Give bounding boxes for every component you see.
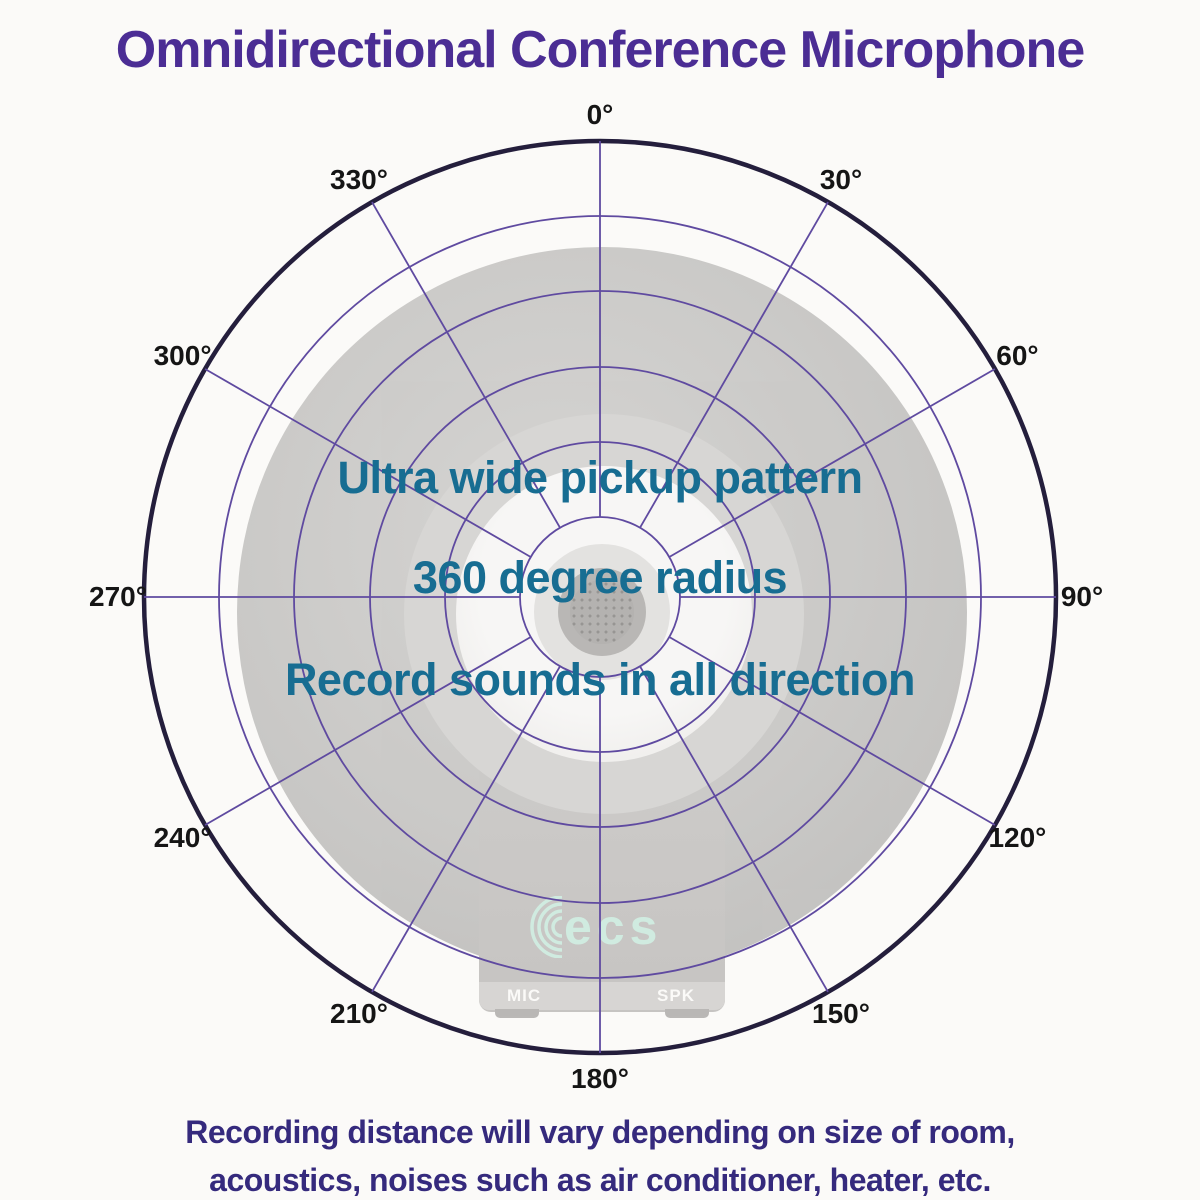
degree-label-270: 270° bbox=[89, 581, 147, 612]
degree-label-210: 210° bbox=[330, 998, 388, 1030]
grid-radial-line bbox=[639, 201, 829, 529]
grid-radial-line bbox=[639, 665, 829, 993]
ecs-logo: ecs bbox=[518, 896, 662, 958]
grid-radial-line bbox=[668, 636, 996, 826]
grid-radial-line bbox=[668, 368, 996, 558]
sound-wave-icon bbox=[530, 896, 562, 958]
mic-capsule bbox=[558, 568, 646, 656]
mic-grille-dots bbox=[570, 580, 634, 644]
page-title: Omnidirectional Conference Microphone bbox=[115, 21, 1085, 79]
degree-label-240: 240° bbox=[153, 822, 212, 853]
ecs-logo-text: ecs bbox=[564, 899, 663, 955]
foot-left bbox=[495, 1009, 539, 1018]
spk-port-label: SPK bbox=[657, 986, 695, 1005]
degree-label-0: 0° bbox=[586, 99, 614, 130]
grid-radial-line bbox=[371, 665, 561, 993]
grid-radial-line bbox=[204, 368, 532, 558]
degree-label-300: 300° bbox=[153, 340, 212, 371]
speakerphone-base: MIC SPK bbox=[479, 982, 725, 1010]
grid-radial-line bbox=[371, 201, 561, 529]
degree-label-180: 180° bbox=[571, 1063, 629, 1094]
degree-label-60: 60° bbox=[996, 340, 1039, 371]
degree-label-150: 150° bbox=[812, 998, 870, 1030]
feature-line-2: 360 degree radius bbox=[412, 552, 788, 603]
caption-line-2: acoustics, noises such as air conditione… bbox=[209, 1162, 991, 1198]
degree-label-90: 90° bbox=[1060, 581, 1104, 612]
mic-port-label: MIC bbox=[507, 986, 542, 1005]
degree-label-30: 30° bbox=[819, 163, 863, 195]
degree-label-330: 330° bbox=[330, 163, 388, 195]
caption-line-1: Recording distance will vary depending o… bbox=[185, 1114, 1015, 1150]
grid-radial-line bbox=[204, 636, 532, 826]
caption: Recording distance will vary depending o… bbox=[0, 1108, 1200, 1200]
feature-line-1: Ultra wide pickup pattern bbox=[337, 452, 863, 503]
foot-right bbox=[665, 1009, 709, 1018]
degree-label-120: 120° bbox=[988, 822, 1047, 853]
feature-line-3: Record sounds in all direction bbox=[284, 654, 916, 705]
